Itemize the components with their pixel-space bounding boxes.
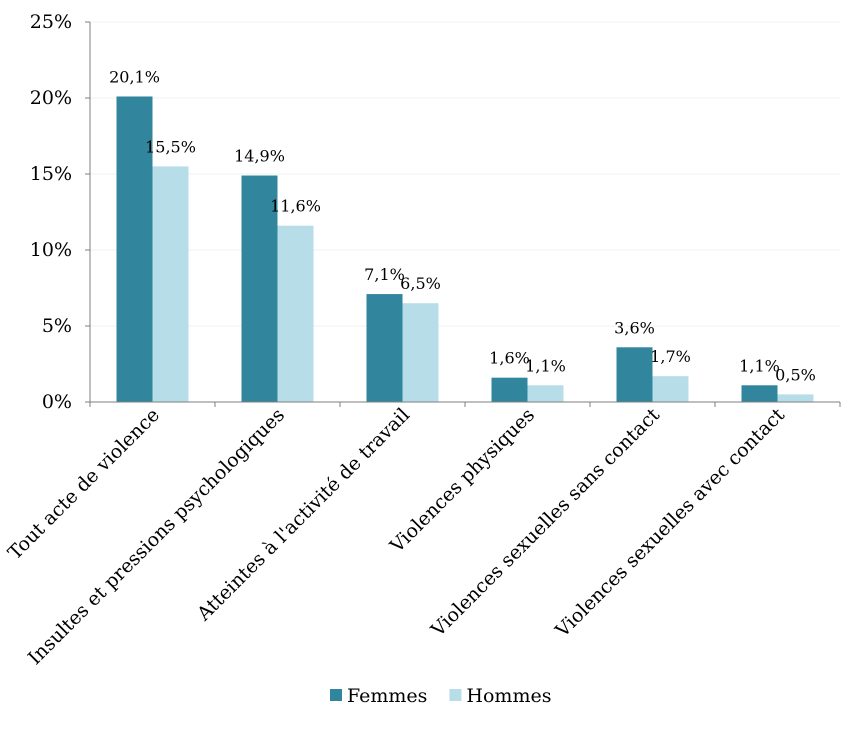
bar-hommes	[153, 166, 189, 402]
data-label: 20,1%	[109, 67, 160, 86]
y-tick-label: 0%	[42, 391, 72, 413]
bar-femmes	[617, 347, 653, 402]
bar-hommes	[653, 376, 689, 402]
y-tick-label: 15%	[30, 163, 72, 185]
legend-label-hommes: Hommes	[466, 685, 551, 707]
data-label: 3,6%	[614, 318, 655, 337]
legend-label-femmes: Femmes	[347, 685, 427, 707]
legend: Femmes Hommes	[330, 685, 551, 707]
data-label: 0,5%	[775, 365, 816, 384]
bar-hommes	[278, 226, 314, 402]
bars	[117, 96, 814, 402]
legend-swatch-hommes	[449, 689, 461, 701]
bar-chart: 0% 5% 10% 15% 20% 25% 20,1% 15,5% 14,9% 11,6% 7,1…	[0, 0, 865, 735]
legend-swatch-femmes	[330, 689, 342, 701]
data-label: 1,7%	[650, 347, 691, 366]
category-label: Atteintes à l'activité de travail	[192, 404, 414, 626]
bar-hommes	[403, 303, 439, 402]
bar-hommes	[778, 394, 814, 402]
bar-hommes	[528, 385, 564, 402]
data-label: 1,1%	[525, 356, 566, 375]
category-label: Violences sexuelles sans contact	[426, 404, 664, 642]
bar-femmes	[492, 378, 528, 402]
axes	[90, 22, 840, 407]
data-label: 7,1%	[364, 265, 405, 284]
category-label: Violences sexuelles avec contact	[551, 404, 790, 643]
y-tick-label: 20%	[30, 87, 72, 109]
data-label: 15,5%	[145, 137, 196, 156]
data-label: 1,1%	[739, 356, 780, 375]
data-label: 6,5%	[400, 274, 441, 293]
data-labels: 20,1%15,5% 14,9%11,6%7,1%6,5%1,6%1,1%3,6%…	[109, 67, 816, 384]
data-label: 1,6%	[489, 349, 530, 368]
bar-femmes	[367, 294, 403, 402]
y-tick-label: 25%	[30, 11, 72, 33]
data-label: 14,9%	[234, 147, 285, 166]
y-tick-label: 5%	[42, 315, 72, 337]
category-label: Insultes et pressions psychologiques	[24, 404, 289, 669]
bar-femmes	[742, 385, 778, 402]
y-tick-label: 10%	[30, 239, 72, 261]
category-label: Violences physiques	[385, 404, 539, 558]
gridlines	[90, 22, 840, 326]
y-axis-ticks: 0% 5% 10% 15% 20% 25%	[30, 11, 90, 413]
data-label: 11,6%	[270, 197, 321, 216]
